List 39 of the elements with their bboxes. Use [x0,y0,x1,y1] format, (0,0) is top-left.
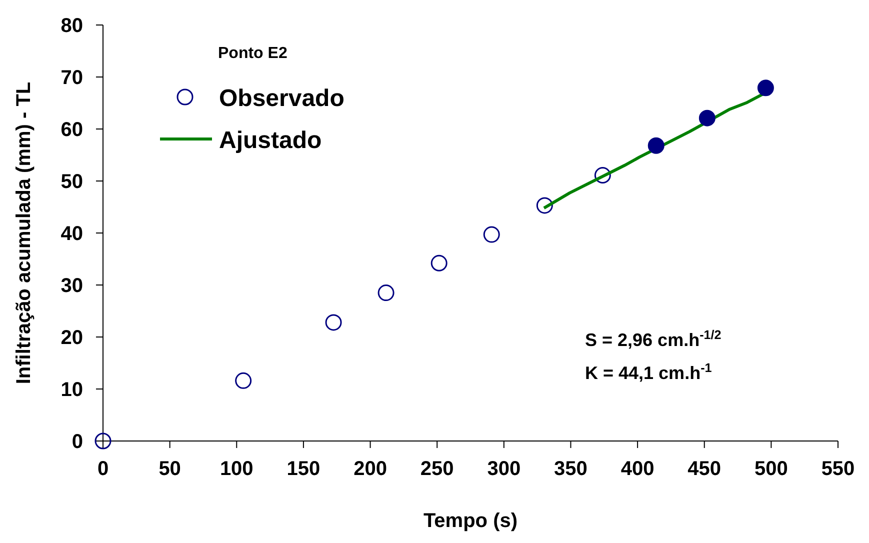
x-tick-label: 450 [688,458,722,480]
x-tick-label: 200 [354,458,387,480]
x-tick-label: 550 [821,458,855,480]
legend-label: Ajustado [219,127,322,154]
y-tick-label: 30 [60,275,83,297]
point [94,432,112,450]
annotation: K = 44,1 cm.h$^{-1}$ [585,361,712,383]
x-axis-title: Tempo (s) [423,510,518,532]
x-tick-label: 300 [487,458,521,480]
point [648,137,664,154]
x-tick-label: 100 [220,458,254,480]
point [235,372,252,389]
x-tick-label: 150 [286,458,320,480]
legend-label: Observado [219,85,344,112]
point [698,110,716,126]
point [378,284,394,302]
point [536,197,553,214]
y-tick-label: 60 [60,119,83,141]
y-tick-label: 20 [60,327,83,349]
y-tick-label: 80 [60,15,83,37]
legend-title: Ponto E2 [218,45,288,62]
x-tick-label: 250 [420,458,454,480]
point [430,254,448,272]
point [757,80,774,96]
point [594,167,611,184]
y-tick-label: 70 [60,67,83,89]
point [483,226,500,243]
y-tick-label: 40 [60,223,83,245]
annotation: S = 2,96 cm.h$^{-1/2}$ [585,328,722,350]
x-tick-label: 0 [97,458,109,480]
x-tick-label: 50 [158,458,181,480]
x-tick-label: 350 [554,458,588,480]
y-tick-label: 10 [60,379,83,401]
y-tick-label: 0 [72,431,83,453]
y-tick-label: 50 [60,171,83,193]
point [325,314,342,331]
x-tick-label: 400 [620,458,654,480]
x-tick-label: 500 [754,458,788,480]
y-axis-title: Infiltração acumulada (mm) - TL [13,82,35,384]
